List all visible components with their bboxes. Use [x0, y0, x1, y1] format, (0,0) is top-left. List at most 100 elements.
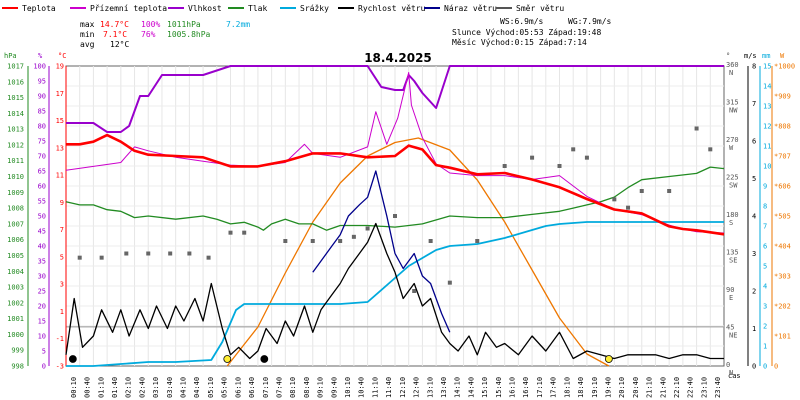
wind-direction-point [206, 255, 211, 260]
solar-tick: *101 [774, 333, 791, 341]
wind-direction-point [283, 239, 288, 243]
temperature-tick: 3 [60, 281, 64, 289]
humidity-tick: 0 [42, 363, 46, 371]
legend-temperature-label: Teplota [22, 4, 56, 13]
x-axis-label: čas [728, 372, 741, 380]
temperature-tick: -3 [56, 363, 64, 371]
solar-tick: *303 [774, 273, 791, 281]
humidity-tick: 75 [38, 138, 46, 146]
humidity-tick: 100 [33, 63, 46, 71]
solar-tick: *606 [774, 183, 791, 191]
time-tick: 08:10 [289, 377, 297, 398]
hpa-tick: 1015 [7, 94, 24, 102]
sunset-marker [604, 355, 613, 363]
direction-degree-tick: 180 [726, 211, 739, 219]
precipitation-tick: 15 [763, 63, 771, 71]
direction-compass-tick: S [729, 219, 733, 227]
humidity-tick: 10 [38, 333, 46, 341]
time-tick: 05:40 [221, 377, 229, 398]
wind-speed-tick: 4 [752, 213, 756, 221]
hpa-tick: 1003 [7, 284, 24, 292]
precipitation-tick: 13 [763, 103, 771, 111]
time-tick: 14:10 [454, 377, 462, 398]
wind-direction-point [146, 251, 151, 256]
chart-title: 18.4.2025 [364, 51, 432, 65]
direction-degree-tick: 360 [726, 61, 739, 69]
solar-tick: *909 [774, 93, 791, 101]
time-tick: 07:40 [275, 377, 283, 398]
stat-rh-min: 76% [141, 30, 156, 39]
legend-precipitation-label: Srážky [300, 4, 329, 13]
wind-direction-point [502, 164, 507, 168]
temperature-tick: 13 [56, 144, 64, 152]
legend-wind-gust-label: Náraz větru [444, 4, 497, 13]
time-tick: 07:10 [262, 377, 270, 398]
time-tick: 19:40 [604, 377, 612, 398]
time-tick: 00:10 [70, 377, 78, 398]
hpa-tick: 1005 [7, 252, 24, 260]
sun-line [226, 137, 610, 367]
precipitation-tick: 1 [763, 343, 767, 351]
temperature-tick: 9 [60, 199, 64, 207]
wind-direction-point [77, 255, 82, 260]
hpa-tick: 1008 [7, 205, 24, 213]
hpa-tick: 1016 [7, 78, 24, 86]
time-tick: 12:40 [413, 377, 421, 398]
humidity-tick: 45 [38, 228, 46, 236]
wind-speed-tick: 8 [752, 63, 756, 71]
humidity-tick: 55 [38, 198, 46, 206]
wind-direction-point [187, 251, 192, 256]
wind-direction-point [639, 189, 644, 193]
time-tick: 22:40 [687, 377, 695, 398]
hpa-tick: 1000 [7, 331, 24, 339]
time-tick: 16:10 [509, 377, 517, 398]
time-tick: 10:40 [358, 377, 366, 398]
time-tick: 16:40 [522, 377, 530, 398]
wind-speed-tick: 1 [752, 325, 756, 333]
time-tick: 13:40 [440, 377, 448, 398]
wind-direction-point [351, 234, 356, 239]
wind-direction-point [393, 214, 397, 218]
precipitation-tick: 0 [763, 363, 767, 371]
precipitation-tick: 8 [763, 203, 767, 211]
moonrise-marker [68, 355, 77, 363]
time-tick: 02:10 [125, 377, 133, 398]
hpa-unit: hPa [4, 52, 17, 60]
wind-gust-line [312, 170, 451, 333]
time-tick: 04:10 [180, 377, 188, 398]
hpa-tick: 999 [11, 347, 24, 355]
temperature-tick: 1 [60, 308, 64, 316]
time-tick: 05:10 [207, 377, 215, 398]
time-tick: 09:40 [330, 377, 338, 398]
hpa-tick: 1017 [7, 63, 24, 71]
w-unit: W [780, 52, 785, 60]
direction-degree-tick: 90 [726, 286, 734, 294]
legend-wind-speed-label: Rychlost větru [358, 4, 426, 13]
time-tick: 20:10 [618, 377, 626, 398]
wind-direction-point [447, 280, 452, 285]
hpa-tick: 1007 [7, 220, 24, 228]
solar-tick: *202 [774, 303, 791, 311]
direction-degree-tick: 225 [726, 174, 739, 182]
time-tick: 17:40 [550, 377, 558, 398]
legend-wind-direction-label: Směr větru [516, 4, 564, 13]
stat-p-max: 1011hPa [167, 20, 201, 29]
precipitation-tick: 6 [763, 243, 767, 251]
wind-direction-point [365, 226, 370, 231]
precipitation-tick: 7 [763, 223, 767, 231]
wind-direction-point [412, 289, 417, 293]
legend-humidity-label: Vlhkost [188, 4, 222, 13]
humidity-tick: 90 [38, 93, 46, 101]
time-tick: 15:40 [495, 377, 503, 398]
humidity-tick: 95 [38, 78, 46, 86]
temperature-tick: -1 [56, 335, 64, 343]
wind-speed-tick: 3 [752, 250, 756, 258]
precipitation-line [66, 221, 724, 367]
time-tick: 08:40 [303, 377, 311, 398]
stat-p-min: 1005.8hPa [167, 30, 211, 39]
precipitation-tick: 12 [763, 123, 771, 131]
time-tick: 17:10 [536, 377, 544, 398]
stats: max 14.7°C 100% 1011hPa 7.2mm min 7.1°C … [80, 17, 612, 49]
wind-direction-point [557, 164, 562, 168]
hpa-tick: 1010 [7, 173, 24, 181]
